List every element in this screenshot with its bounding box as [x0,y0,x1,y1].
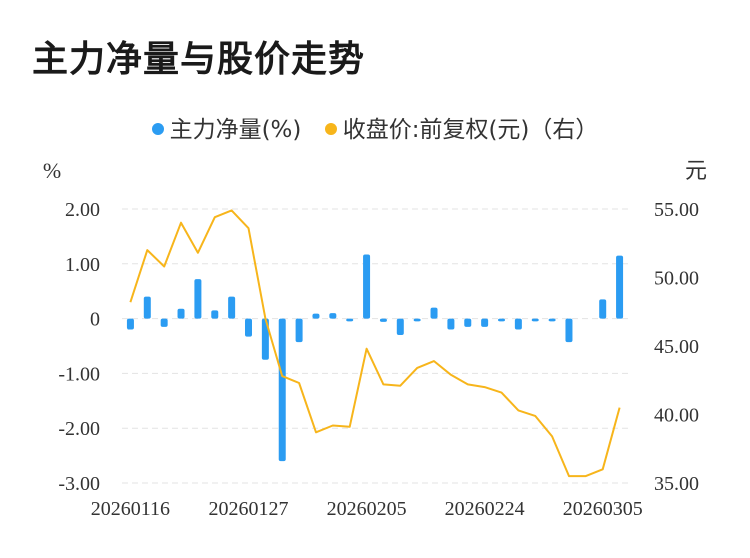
left-tick-label: -3.00 [58,473,100,495]
legend-bar-label: 主力净量(%) [169,117,302,143]
bar[interactable] [312,313,320,319]
bar[interactable] [413,318,421,322]
left-axis-ticks: 2.00 1.00 0 -1.00 -2.00 -3.00 [58,199,100,495]
bar[interactable] [329,313,337,319]
legend-line-label: 收盘价:前复权(元)（右） [342,117,599,143]
legend: 主力净量(%) 收盘价:前复权(元)（右） [0,110,750,144]
price-line[interactable] [129,209,621,478]
right-tick-label: 45.00 [654,336,699,358]
x-tick-label: 20260205 [327,498,407,520]
left-tick-label: 2.00 [65,199,100,221]
right-axis-ticks: 55.00 50.00 45.00 40.00 35.00 [654,199,699,495]
bar[interactable] [177,308,185,319]
bar[interactable] [616,255,624,319]
bar[interactable] [430,307,438,319]
bar[interactable] [447,318,455,330]
x-tick-label: 20260127 [209,498,289,520]
x-axis-ticks: 20260116 20260127 20260205 20260224 20260305 [91,498,643,520]
legend-line-marker-icon [324,122,337,135]
bar[interactable] [363,254,371,319]
bar[interactable] [228,296,236,319]
x-tick-label: 20260116 [91,498,170,520]
grid-lines [122,208,628,484]
bar[interactable] [194,279,202,319]
right-tick-label: 40.00 [654,405,699,427]
left-tick-label: 0 [90,309,100,331]
right-axis-unit: 元 [685,158,707,183]
bar[interactable] [278,318,286,462]
legend-item-bar[interactable]: 主力净量(%) [151,110,302,144]
bar[interactable] [514,318,522,330]
bar[interactable] [295,318,303,343]
bar[interactable] [531,318,539,322]
x-tick-label: 20260305 [563,498,643,520]
bar[interactable] [211,310,219,319]
left-tick-label: -1.00 [58,363,100,385]
bar[interactable] [464,318,472,327]
left-tick-label: 1.00 [65,254,100,276]
right-tick-label: 50.00 [654,268,699,290]
x-tick-label: 20260224 [445,498,525,520]
left-axis-unit: % [43,158,61,183]
right-tick-label: 35.00 [654,473,699,495]
bar[interactable] [379,318,387,322]
bar[interactable] [126,318,134,330]
bar-series [126,254,624,462]
legend-bar-marker-icon [151,122,164,135]
left-tick-label: -2.00 [58,418,100,440]
bar[interactable] [261,318,269,360]
bar[interactable] [245,318,252,337]
bar[interactable] [548,318,556,322]
bar[interactable] [396,318,404,336]
bar[interactable] [481,318,489,327]
right-tick-label: 55.00 [654,199,699,221]
bar[interactable] [143,296,151,319]
bar[interactable] [599,299,607,319]
bar[interactable] [565,318,573,343]
legend-item-line[interactable]: 收盘价:前复权(元)（右） [324,110,599,144]
bar[interactable] [498,318,505,322]
chart-title: 主力净量与股价走势 [32,39,366,80]
line-series [129,209,621,478]
bar[interactable] [346,318,354,322]
bar[interactable] [160,318,168,327]
